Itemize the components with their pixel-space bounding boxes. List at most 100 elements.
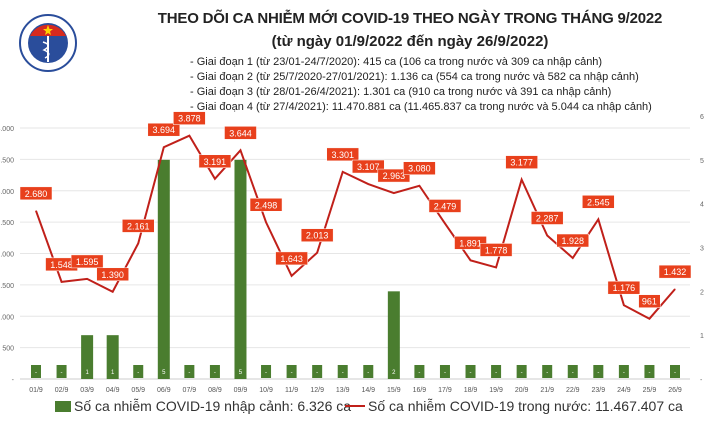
- bar-data-label: -: [572, 370, 574, 376]
- line-point: [367, 183, 369, 185]
- line-point: [546, 234, 548, 236]
- chart-title: THEO DÕI CA NHIỄM MỚI COVID-19 THEO NGÀY…: [157, 10, 663, 27]
- bar: [56, 365, 67, 378]
- bar-data-label: -: [35, 370, 37, 376]
- line-data-label-box: [70, 254, 104, 269]
- left-axis-tick: 2.500: [0, 220, 14, 227]
- x-axis-tick: 04/9: [106, 387, 120, 394]
- line-data-label: 1.928: [561, 236, 584, 246]
- left-axis-tick: 1.000: [0, 314, 14, 321]
- bar-data-label: -: [597, 370, 599, 376]
- line-data-label-box: [352, 159, 385, 174]
- line-data-label: 1.390: [101, 270, 124, 280]
- x-axis-tick: 18/9: [464, 387, 478, 394]
- line-data-label: 2.680: [25, 189, 48, 199]
- line-point: [623, 304, 625, 306]
- left-axis-tick: 500: [2, 346, 14, 353]
- line-data-label: 1.176: [613, 283, 636, 293]
- line-data-label: 3.878: [178, 114, 201, 124]
- x-axis-tick: 12/9: [310, 387, 324, 394]
- bar: [491, 365, 502, 378]
- bar-data-label: -: [61, 370, 63, 376]
- legend-swatch-bar: [55, 400, 71, 412]
- x-axis-tick: 06/9: [157, 387, 171, 394]
- line-data-label: 1.778: [485, 245, 508, 255]
- bar-data-label: 5: [162, 370, 166, 376]
- x-axis-tick: 11/9: [285, 387, 298, 394]
- legend-swatch-line: [345, 405, 365, 407]
- bar: [337, 365, 348, 378]
- line-data-label-box: [403, 161, 436, 175]
- line-data-label: 3.080: [408, 164, 431, 174]
- line-point: [112, 291, 114, 293]
- line-point: [572, 257, 574, 259]
- bar: [387, 291, 400, 379]
- bar-data-label: -: [674, 370, 676, 376]
- line-data-label-box: [377, 168, 411, 183]
- right-axis-tick: 4: [700, 202, 704, 209]
- bar-data-label: -: [418, 370, 420, 376]
- line-data-label: 3.694: [153, 125, 176, 135]
- x-axis-tick: 25/9: [643, 387, 657, 394]
- right-axis-tick: 5: [700, 158, 704, 165]
- left-axis-tick: -: [12, 377, 15, 384]
- bar: [542, 365, 553, 378]
- bar: [184, 365, 195, 378]
- line-data-label-box: [173, 111, 206, 125]
- line-data-label-box: [326, 147, 359, 162]
- bar: [363, 365, 374, 378]
- line-data-label-box: [556, 233, 590, 248]
- phase-note: - Giai đoạn 3 (từ 28/01-26/4/2021): 1.30…: [190, 86, 612, 98]
- x-axis-tick: 14/9: [361, 387, 375, 394]
- line-data-label-box: [249, 198, 283, 212]
- ministry-of-health-logo: [19, 14, 77, 72]
- left-axis-tick: 2.000: [0, 252, 14, 259]
- line-data-label: 2.479: [434, 201, 457, 211]
- bar: [81, 335, 94, 379]
- bar-data-label: 2: [392, 370, 396, 376]
- x-axis-tick: 17/9: [438, 387, 452, 394]
- line-data-label-box: [224, 126, 257, 140]
- bar-data-label: -: [342, 370, 344, 376]
- line-point: [163, 146, 165, 148]
- x-axis-tick: 03/9: [80, 387, 94, 394]
- bar-data-label: -: [291, 370, 293, 376]
- line-data-label-box: [530, 211, 564, 225]
- bar-data-label: 1: [111, 370, 115, 376]
- bar: [465, 365, 476, 378]
- bar: [106, 335, 119, 379]
- bar-data-label: -: [470, 370, 472, 376]
- left-axis-tick: 3.500: [0, 157, 14, 164]
- line-data-label: 2.013: [306, 231, 329, 241]
- x-axis-tick: 20/9: [515, 387, 529, 394]
- line-point: [521, 179, 523, 181]
- bar-data-label: -: [648, 370, 650, 376]
- legend-item-bar: Số ca nhiễm COVID-19 nhập cảnh: 6.326 ca: [55, 398, 351, 414]
- line-point: [291, 275, 293, 277]
- legend-label: Số ca nhiễm COVID-19 nhập cảnh: 6.326 ca: [74, 398, 352, 414]
- bar-data-label: -: [316, 370, 318, 376]
- line-data-label: 3.177: [510, 158, 533, 168]
- bar: [209, 365, 220, 378]
- x-axis-tick: 07/9: [183, 387, 197, 394]
- x-axis-tick: 01/9: [29, 387, 43, 394]
- phase-note: - Giai đoạn 1 (từ 23/01-24/7/2020): 415 …: [190, 56, 603, 68]
- line-data-label-box: [638, 294, 661, 308]
- right-axis-tick: 1: [700, 333, 704, 340]
- bar-data-label: -: [188, 370, 190, 376]
- line-point: [393, 192, 395, 194]
- bar-data-label: -: [137, 370, 139, 376]
- x-axis-tick: 09/9: [234, 387, 248, 394]
- x-axis-tick: 23/9: [592, 387, 606, 394]
- x-axis-tick: 22/9: [566, 387, 580, 394]
- line-data-label: 2.545: [587, 197, 610, 207]
- bar: [670, 365, 680, 378]
- right-axis-tick: -: [700, 377, 703, 384]
- line-data-label-box: [658, 264, 692, 279]
- line-data-label-box: [121, 219, 155, 233]
- line-data-label: 2.963: [383, 171, 406, 181]
- line-point: [86, 278, 88, 280]
- bar: [234, 159, 247, 379]
- bar: [644, 365, 655, 378]
